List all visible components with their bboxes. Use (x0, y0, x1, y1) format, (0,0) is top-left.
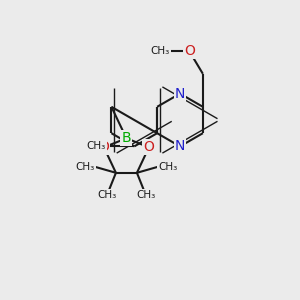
Text: B: B (122, 131, 131, 145)
Text: CH₃: CH₃ (97, 190, 116, 200)
Text: CH₃: CH₃ (86, 141, 106, 152)
Text: CH₃: CH₃ (158, 162, 177, 172)
Text: CH₃: CH₃ (151, 46, 170, 56)
Text: N: N (175, 140, 185, 153)
Text: O: O (143, 140, 154, 154)
Text: CH₃: CH₃ (136, 190, 155, 200)
Text: O: O (184, 44, 195, 58)
Text: N: N (175, 87, 185, 100)
Text: CH₃: CH₃ (76, 162, 95, 172)
Text: O: O (98, 140, 109, 154)
